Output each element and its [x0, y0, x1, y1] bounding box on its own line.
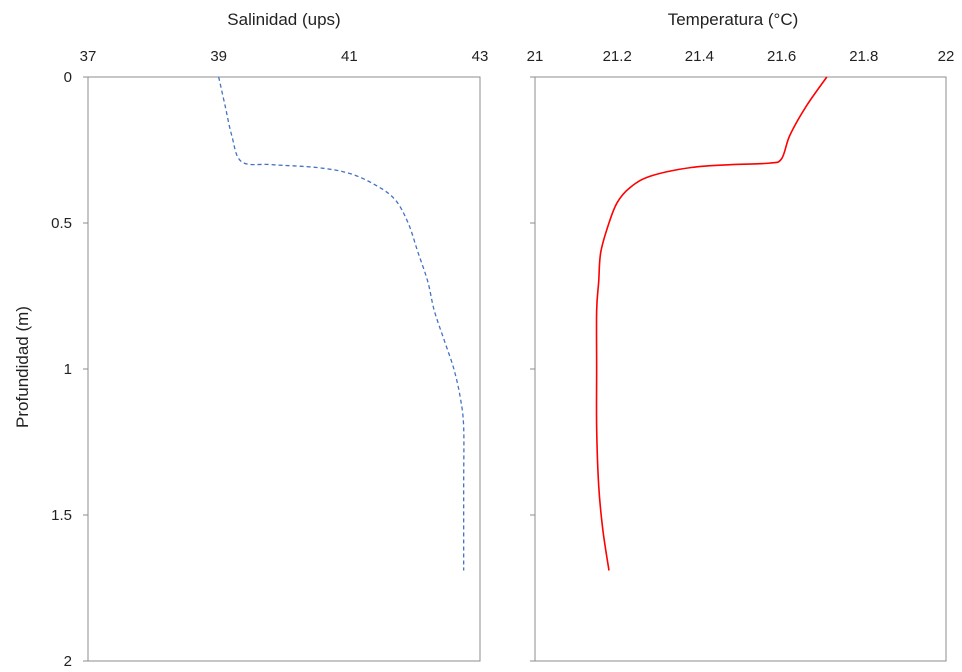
y-axis-title: Profundidad (m): [13, 306, 32, 428]
temperature-series: [595, 76, 828, 571]
temperature-x-tick-label: 21.6: [767, 48, 796, 65]
temperature-profile-line: [595, 76, 828, 571]
temperature-x-tick-labels: 21 21.2 21.4 21.6 21.8 22: [527, 48, 955, 65]
salinity-x-tick-label: 39: [210, 48, 227, 65]
temperature-x-tick-label: 21.8: [849, 48, 878, 65]
temperature-y-ticks: [530, 76, 535, 662]
temperature-x-tick-label: 21.4: [685, 48, 714, 65]
salinity-x-tick-label: 41: [341, 48, 358, 65]
salinity-y-tick-labels: 0 0.5 1 1.5 2: [51, 69, 88, 670]
salinity-plot-frame: [87, 76, 481, 662]
salinity-y-tick-label: 0: [64, 69, 72, 86]
salinity-y-tick-label: 2: [64, 653, 72, 670]
salinity-profile-line: [218, 76, 465, 571]
salinity-x-tick-label: 37: [80, 48, 97, 65]
salinity-panel: Salinidad (ups) 37 39 41 43 0 0.5 1 1.5 2: [51, 10, 488, 670]
salinity-y-tick-label: 1: [64, 361, 72, 378]
temperature-x-tick-label: 21.2: [603, 48, 632, 65]
salinity-axis-title: Salinidad (ups): [227, 10, 340, 29]
salinity-x-tick-labels: 37 39 41 43: [80, 48, 489, 65]
temperature-x-tick-label: 21: [527, 48, 544, 65]
temperature-axis-title: Temperatura (°C): [668, 10, 799, 29]
salinity-y-tick-label: 0.5: [51, 215, 72, 232]
salinity-series: [218, 76, 465, 571]
temperature-x-tick-label: 22: [938, 48, 955, 65]
salinity-y-tick-label: 1.5: [51, 507, 72, 524]
temperature-panel: Temperatura (°C) 21 21.2 21.4 21.6 21.8 22: [527, 10, 955, 662]
salinity-x-tick-label: 43: [472, 48, 489, 65]
